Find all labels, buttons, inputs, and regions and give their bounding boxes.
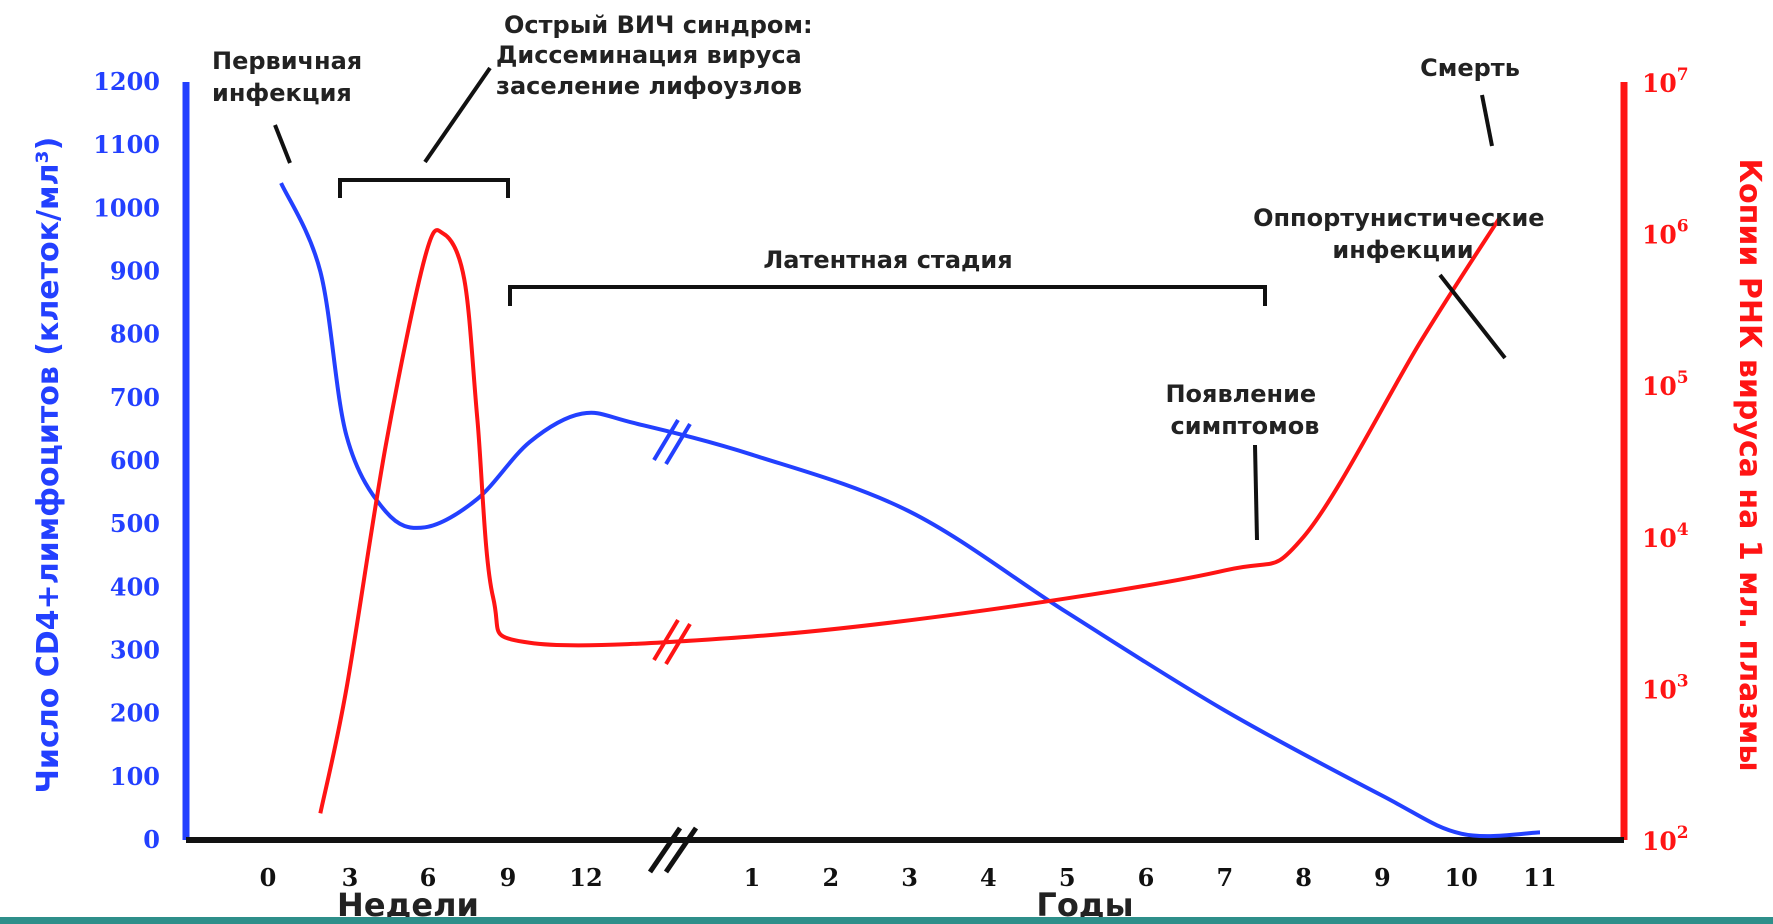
right-tick-label: 107 (1642, 65, 1689, 98)
right-axis-title: Копии РНК вируса на 1 мл. плазмы (1732, 158, 1767, 771)
right-tick-label: 106 (1642, 217, 1689, 250)
x-tick-label-year: 3 (901, 863, 918, 892)
left-tick-label: 900 (110, 257, 160, 286)
left-tick-label: 800 (110, 320, 160, 349)
left-tick-label: 300 (110, 636, 160, 665)
annotation-symptoms: Появление симптомов (1165, 380, 1324, 440)
left-tick-label: 1200 (93, 67, 160, 96)
left-tick-label: 0 (143, 825, 160, 854)
right-axis-ticks: 102 103 104 105 106 107 (1642, 65, 1689, 856)
left-tick-label: 1000 (93, 193, 160, 222)
left-axis-title: Число CD4+лимфоцитов (клеток/мл³) (31, 137, 66, 794)
x-tick-label-year: 5 (1059, 863, 1076, 892)
acute-syndrome-pointer (423, 66, 492, 164)
right-tick-label: 104 (1642, 520, 1689, 553)
annotation-primary-infection: Первичная инфекция (212, 47, 371, 107)
cd4-series-break-mark (652, 418, 692, 466)
x-tick-label-year: 10 (1444, 863, 1477, 892)
primary-infection-pointer (273, 124, 292, 164)
opportunistic-pointer (1438, 273, 1507, 360)
x-tick-label-year: 6 (1138, 863, 1155, 892)
x-tick-label-week: 3 (342, 863, 359, 892)
left-axis-ticks: 0 100 200 300 400 500 600 700 800 900 1000 1100 1200 (93, 67, 160, 854)
annotation-acute-syndrome: Острый ВИЧ синдром: Диссеминация вируса … (496, 11, 821, 100)
x-axis-ticks: 0 3 6 9 12 1 2 3 4 5 6 7 8 9 10 11 (260, 863, 1557, 892)
left-tick-label: 500 (110, 509, 160, 538)
x-tick-label-year: 8 (1295, 863, 1312, 892)
x-tick-label-year: 2 (822, 863, 839, 892)
x-tick-label-year: 1 (744, 863, 761, 892)
right-tick-label: 102 (1642, 823, 1689, 856)
left-tick-label: 700 (110, 383, 160, 412)
annotation-opportunistic: Оппортунистические инфекции (1253, 204, 1553, 264)
death-pointer (1480, 94, 1494, 147)
x-tick-label-week: 12 (569, 863, 602, 892)
latent-stage-bracket (508, 285, 1267, 306)
x-tick-label-year: 11 (1523, 863, 1556, 892)
x-tick-label-year: 7 (1216, 863, 1233, 892)
left-tick-label: 200 (110, 699, 160, 728)
cd4-series-line (279, 182, 1541, 839)
annotation-death: Смерть (1420, 54, 1520, 82)
x-tick-label-year: 4 (980, 863, 997, 892)
right-tick-label: 105 (1642, 368, 1689, 401)
x-axis-break-mark (647, 826, 699, 874)
annotation-latent-stage: Латентная стадия (763, 246, 1012, 274)
bottom-bar (0, 917, 1773, 924)
x-tick-label-week: 6 (420, 863, 437, 892)
x-tick-label-week: 9 (500, 863, 517, 892)
rna-series-break-mark (652, 618, 692, 666)
symptoms-pointer (1253, 444, 1259, 541)
left-tick-label: 100 (110, 762, 160, 791)
right-tick-label: 103 (1642, 671, 1689, 704)
x-tick-label-year: 9 (1374, 863, 1391, 892)
acute-stage-bracket (338, 178, 510, 198)
left-tick-label: 400 (110, 572, 160, 601)
x-tick-label-week: 0 (260, 863, 277, 892)
left-tick-label: 600 (110, 446, 160, 475)
left-tick-label: 1100 (93, 130, 160, 159)
rna-series-line (318, 215, 1503, 814)
